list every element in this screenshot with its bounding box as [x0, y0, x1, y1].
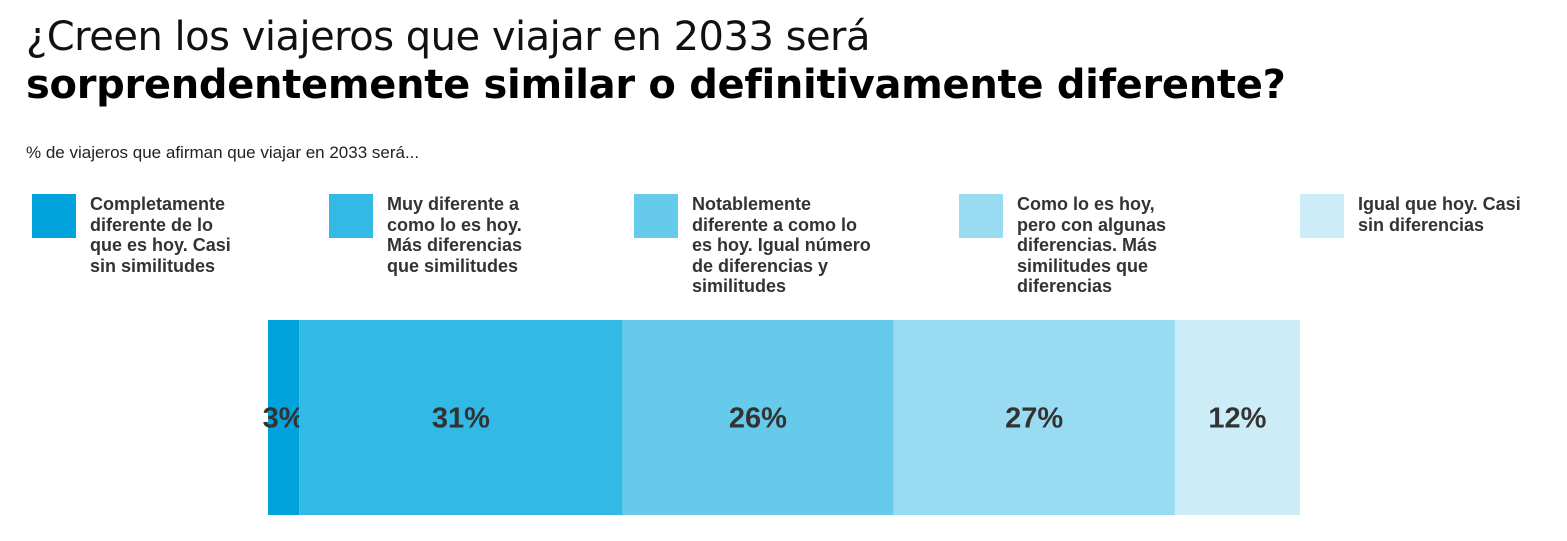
legend-label: Igual que hoy. Casi sin diferencias [1358, 194, 1521, 235]
bar-value-label-3: 27% [1005, 403, 1063, 435]
legend-swatch [329, 194, 373, 238]
bar-segment-0 [268, 320, 300, 515]
bar-value-label-2: 26% [729, 403, 787, 435]
bar-segment-4 [1174, 320, 1300, 515]
legend-label: Como lo es hoy, pero con algunas diferen… [1017, 194, 1167, 296]
bar-value-label-4: 12% [1208, 403, 1266, 435]
chart-subtitle: % de viajeros que afirman que viajar en … [26, 143, 420, 162]
legend-swatch [1300, 194, 1344, 238]
bar-segment-3 [893, 320, 1175, 515]
bar-value-label-1: 31% [432, 403, 490, 435]
legend-label: Completamente diferente de lo que es hoy… [90, 194, 231, 276]
bar-segment-1 [299, 320, 623, 515]
legend-label: Muy diferente a como lo es hoy. Más dife… [387, 194, 523, 276]
chart-title-line2: sorprendentemente similar o definitivame… [26, 62, 1286, 108]
legend-swatch [32, 194, 76, 238]
legend-swatch [634, 194, 678, 238]
bar-value-label-0: 3% [263, 403, 305, 435]
chart-title-line1: ¿Creen los viajeros que viajar en 2033 s… [26, 14, 871, 60]
legend-label: Notablemente diferente a como lo es hoy.… [692, 194, 871, 296]
legend-swatch [959, 194, 1003, 238]
bar-segment-2 [622, 320, 894, 515]
